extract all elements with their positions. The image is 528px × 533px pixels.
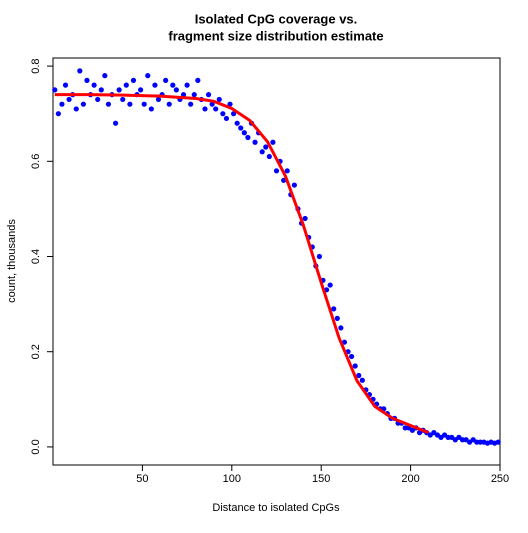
data-point	[209, 101, 215, 107]
data-point	[230, 111, 237, 117]
data-point	[98, 87, 104, 93]
data-point	[459, 437, 466, 443]
data-point	[216, 96, 222, 103]
data-point	[145, 73, 151, 79]
data-point	[138, 87, 144, 93]
data-point	[205, 92, 212, 98]
data-point	[62, 82, 69, 88]
x-tick-label: 250	[491, 473, 509, 485]
data-point	[130, 77, 137, 83]
data-point	[302, 215, 308, 222]
data-point	[166, 101, 172, 107]
data-point	[334, 315, 340, 321]
data-point	[102, 73, 108, 79]
data-point	[259, 149, 265, 155]
data-point	[84, 77, 90, 83]
data-point	[234, 120, 240, 126]
data-point	[252, 139, 258, 145]
data-point	[241, 130, 247, 136]
data-point	[263, 144, 269, 150]
y-axis-label: count, thousands	[6, 219, 18, 303]
data-point	[173, 87, 179, 93]
x-tick-label: 150	[312, 473, 330, 485]
data-point	[73, 106, 79, 112]
data-point	[341, 339, 348, 345]
y-tick-label: 0.0	[30, 439, 42, 454]
data-point	[477, 439, 483, 445]
data-point	[284, 168, 290, 174]
data-point	[55, 111, 61, 117]
data-point	[213, 106, 219, 112]
data-point	[474, 439, 480, 445]
data-point	[77, 68, 83, 74]
data-point	[120, 96, 126, 103]
plot-frame	[52, 57, 501, 466]
data-point	[112, 120, 119, 126]
data-point	[402, 425, 408, 431]
data-point	[352, 363, 358, 369]
data-point	[266, 153, 272, 160]
y-tick-label: 0.2	[30, 344, 42, 359]
data-point	[191, 92, 197, 98]
data-point	[316, 253, 323, 260]
data-point	[327, 282, 333, 288]
data-point	[52, 87, 58, 93]
data-point	[105, 101, 112, 107]
data-point	[188, 101, 194, 107]
x-tick-label: 50	[136, 473, 148, 485]
chart-title: Isolated CpG coverage vs.	[195, 11, 358, 26]
data-point	[123, 82, 129, 88]
data-point	[348, 353, 355, 360]
data-point	[445, 434, 451, 440]
data-point	[495, 439, 501, 445]
data-point	[170, 82, 176, 88]
data-point	[152, 82, 158, 88]
data-point	[59, 101, 65, 107]
data-point	[220, 111, 226, 117]
data-point	[270, 139, 276, 145]
data-point	[227, 101, 233, 107]
data-point	[338, 325, 344, 331]
data-point	[359, 377, 365, 383]
data-point	[238, 125, 244, 131]
data-point	[195, 77, 201, 83]
data-point	[127, 101, 133, 107]
data-point	[180, 92, 187, 98]
y-tick-label: 0.6	[30, 154, 42, 169]
data-point	[245, 134, 251, 141]
x-axis-label: Distance to isolated CpGs	[212, 502, 340, 514]
data-point	[184, 82, 190, 88]
data-point	[202, 106, 208, 112]
chart-title: fragment size distribution estimate	[168, 28, 383, 43]
data-point	[66, 96, 72, 103]
data-point	[80, 101, 86, 107]
fit-line	[54, 93, 430, 435]
data-point	[273, 168, 280, 174]
data-point	[95, 96, 101, 103]
data-point	[163, 77, 169, 83]
data-point	[356, 372, 362, 379]
y-tick-label: 0.4	[30, 249, 42, 264]
x-tick-label: 200	[401, 473, 419, 485]
data-point	[223, 115, 230, 122]
data-point	[155, 96, 162, 103]
data-point	[141, 101, 147, 107]
data-point	[148, 106, 154, 112]
data-point	[291, 182, 297, 188]
x-tick-label: 100	[223, 473, 241, 485]
y-tick-label: 0.8	[30, 58, 42, 73]
data-point	[116, 87, 122, 93]
data-point	[331, 306, 337, 312]
data-point	[91, 82, 97, 88]
